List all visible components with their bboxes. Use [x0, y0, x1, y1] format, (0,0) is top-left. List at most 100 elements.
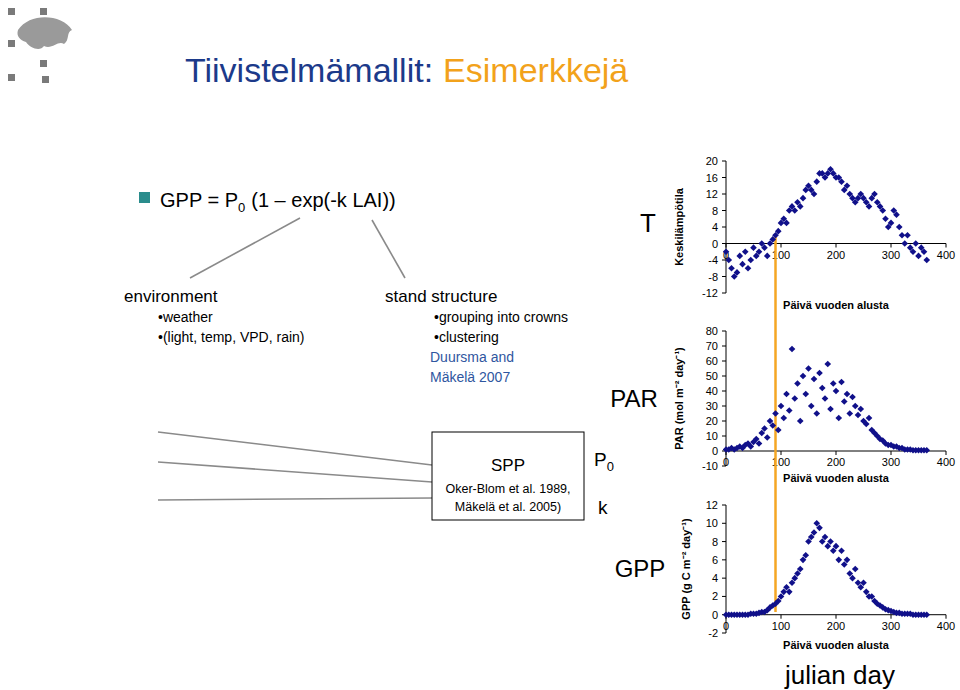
data-point [888, 220, 895, 227]
data-point [923, 257, 930, 264]
x-tick-label: 300 [882, 620, 900, 632]
data-point [811, 191, 818, 198]
data-point [800, 373, 807, 380]
data-point [756, 440, 763, 447]
data-point [791, 207, 798, 214]
y-tick-label: 0 [712, 445, 718, 457]
data-point [775, 228, 782, 235]
data-point [857, 406, 864, 413]
connector [158, 432, 432, 465]
data-point [915, 253, 922, 260]
data-point [830, 380, 837, 387]
connectors [158, 218, 432, 500]
data-point [789, 346, 796, 353]
logo-square [8, 40, 15, 47]
data-point [844, 391, 851, 398]
x-tick-label: 300 [882, 456, 900, 468]
data-point [923, 611, 930, 618]
data-point [728, 265, 735, 272]
x-tick-label: 300 [882, 249, 900, 261]
y-tick [722, 293, 726, 294]
y-tick [722, 596, 726, 597]
data-point [739, 261, 746, 268]
data-point [786, 589, 793, 596]
points [723, 346, 930, 454]
y-tick-label: 4 [712, 572, 718, 584]
data-point [813, 410, 820, 417]
y-tick-label: -10 [702, 460, 718, 472]
y-tick-label: 0 [712, 609, 718, 621]
output-symbol: P0 [594, 449, 614, 474]
y-tick [722, 346, 726, 347]
data-point [764, 434, 771, 441]
y-tick-label: 30 [706, 400, 718, 412]
chart-title: T [640, 208, 656, 238]
y-tick-label: -4 [708, 254, 718, 266]
x-axis-title: Päivä vuoden alusta [783, 299, 890, 311]
data-point [822, 395, 829, 402]
formula: GPP = P0(1 – exp(-k LAI)) [160, 189, 396, 215]
y-tick-label: 0 [712, 238, 718, 250]
data-point [797, 566, 804, 573]
y-tick-label: 10 [706, 517, 718, 529]
data-point [769, 422, 776, 429]
output-part: k [598, 497, 608, 518]
y-tick [722, 406, 726, 407]
reference: Mäkelä 2007 [430, 369, 510, 385]
bullet-item: •grouping into crowns [434, 309, 568, 325]
data-point [893, 211, 900, 218]
data-point [802, 552, 809, 559]
chart: GPPGPP (g C m⁻² day⁻¹)-20246810120100200… [615, 499, 956, 690]
y-tick [722, 541, 726, 542]
chart: PARPAR (mol m⁻² day⁻¹)-10010203040506070… [610, 325, 955, 484]
data-point [725, 257, 732, 264]
reference: Duursma and [430, 349, 514, 365]
spp-box [432, 432, 584, 520]
data-point [761, 425, 768, 432]
annotation: julian day [784, 660, 895, 690]
data-point [871, 191, 878, 198]
data-point [736, 253, 743, 260]
x-tick-label: 200 [827, 456, 845, 468]
data-point [835, 415, 842, 422]
chart-title: PAR [610, 385, 658, 412]
data-point [794, 380, 801, 387]
data-point [827, 406, 834, 413]
data-point [802, 391, 809, 398]
bullet [139, 192, 150, 203]
connector [372, 220, 405, 278]
x-tick [781, 615, 782, 619]
y-tick [722, 559, 726, 560]
data-point [816, 525, 823, 532]
data-point [912, 240, 919, 247]
y-tick-label: 10 [706, 430, 718, 442]
points [723, 166, 930, 280]
y-tick [722, 436, 726, 437]
x-tick-label: 400 [937, 620, 955, 632]
output-part: P [594, 449, 607, 470]
y-tick [722, 391, 726, 392]
data-point [822, 534, 829, 541]
chart-title: GPP [615, 555, 666, 582]
y-tick [722, 161, 726, 162]
data-point [835, 557, 842, 564]
data-point [756, 248, 763, 255]
data-point [723, 248, 729, 255]
data-point [833, 543, 840, 550]
data-point [844, 182, 851, 189]
x-tick [946, 451, 947, 455]
y-tick-label: 20 [706, 155, 718, 167]
y-axis-title: Keskilämpötila [673, 187, 685, 266]
data-point [841, 398, 848, 405]
y-tick-label: 20 [706, 415, 718, 427]
y-tick [722, 243, 726, 244]
x-tick [781, 244, 782, 248]
data-point [824, 361, 831, 368]
y-tick-label: 70 [706, 340, 718, 352]
box-line: Oker-Blom et al. 1989, [445, 482, 570, 496]
x-tick [726, 244, 727, 248]
y-tick-label: 16 [706, 172, 718, 184]
x-tick-label: 100 [772, 620, 790, 632]
x-axis-title: Päivä vuoden alusta [783, 639, 890, 651]
data-point [811, 376, 818, 383]
